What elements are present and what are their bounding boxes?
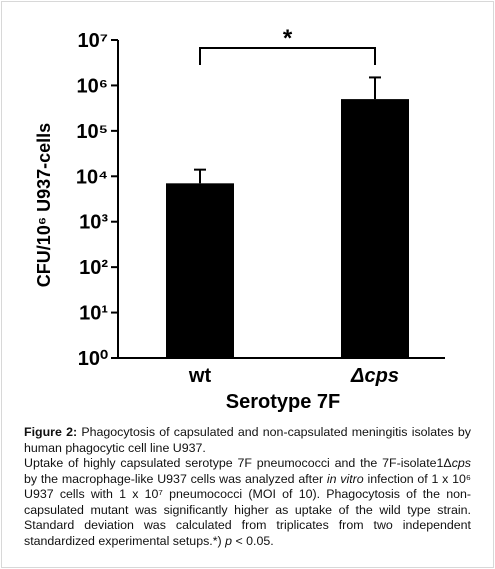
- significance-bracket: [199, 47, 376, 65]
- y-tick-label: 10⁵: [76, 121, 108, 143]
- y-tick-label: 10¹: [79, 303, 108, 325]
- x-tick-label: Δcps: [350, 365, 399, 387]
- y-tick-label: 10⁴: [76, 166, 108, 188]
- y-axis-label: CFU/10⁶ U937-cells: [34, 123, 54, 287]
- caption-text: by the macrophage-like U937 cells was an…: [24, 471, 327, 486]
- error-bar: [369, 76, 381, 100]
- y-tick-label: 10²: [79, 257, 108, 279]
- caption-text: < 0.05.: [232, 533, 274, 548]
- x-tick-label: wt: [188, 365, 212, 387]
- bar: [341, 99, 409, 358]
- x-axis-label: Serotype 7F: [226, 391, 340, 413]
- y-tick-label: 10⁰: [78, 348, 108, 370]
- y-tick-label: 10³: [79, 212, 108, 234]
- caption-text: cps: [451, 456, 471, 470]
- caption-title-line: Figure 2: Phagocytosis of capsulated and…: [24, 425, 471, 456]
- y-tick-label: 10⁶: [77, 75, 108, 97]
- significance-star: *: [283, 25, 293, 52]
- bar: [166, 183, 234, 358]
- error-bar: [194, 168, 206, 184]
- y-tick-label: 10⁷: [78, 30, 109, 52]
- caption-text: infection of 1 x 10⁶ U937 cells with 1 x…: [24, 471, 471, 548]
- figure-label: Figure 2:: [24, 425, 78, 439]
- chart: CFU/10⁶ U937-cells Serotype 7F 10⁰ 10¹ 10²…: [34, 25, 445, 413]
- caption-text: Uptake of highly capsulated serotype 7F …: [24, 456, 452, 470]
- caption-text: in vitro: [326, 471, 364, 486]
- caption-title: Phagocytosis of capsulated and non-capsu…: [24, 425, 471, 455]
- caption-text: p: [225, 533, 233, 548]
- caption-body: Uptake of highly capsulated serotype 7F …: [24, 456, 471, 549]
- caption: Figure 2: Phagocytosis of capsulated and…: [24, 425, 471, 549]
